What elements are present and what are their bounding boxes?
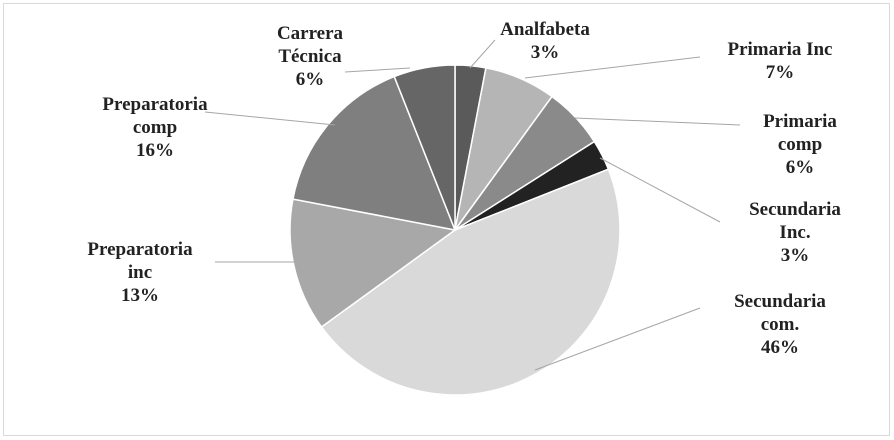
category-label: Primaria comp (763, 111, 837, 155)
value-label: 3% (530, 42, 560, 63)
category-label: Analfabeta (500, 19, 590, 40)
value-label: 13% (121, 285, 159, 306)
leader-line (574, 117, 741, 126)
value-label: 6% (785, 157, 815, 178)
pie-slice (289, 198, 457, 329)
category-label: Secundaria Inc. (749, 199, 841, 243)
leader-line (204, 111, 336, 126)
leader-line (344, 67, 411, 73)
category-label: Secundaria com. (734, 291, 826, 335)
value-label: 3% (780, 245, 810, 266)
value-label: 46% (761, 337, 799, 358)
category-label: Primaria Inc (727, 39, 833, 60)
category-label: Preparatoria comp (102, 94, 208, 138)
pie-slice (292, 75, 457, 231)
data-label: Secundaria Inc. 3% (740, 198, 850, 267)
data-label: Primaria Inc 7% (695, 38, 865, 84)
data-label: Preparatoria inc 13% (75, 238, 205, 307)
leader-line (534, 307, 701, 371)
category-label: Carrera Técnica (276, 23, 344, 67)
leader-line (599, 157, 721, 223)
pie-slice (320, 168, 621, 396)
value-label: 16% (136, 140, 174, 161)
pie-slice (393, 64, 456, 231)
data-label: Secundaria com. 46% (725, 290, 835, 359)
value-label: 7% (765, 62, 795, 83)
data-label: Preparatoria comp 16% (85, 93, 225, 162)
data-label: Analfabeta 3% (485, 18, 605, 64)
leader-line (469, 39, 496, 69)
leader-line (524, 56, 701, 79)
data-label: Primaria comp 6% (755, 110, 845, 179)
data-label: Carrera Técnica 6% (260, 22, 360, 91)
value-label: 6% (295, 69, 325, 90)
category-label: Preparatoria inc (87, 239, 193, 283)
